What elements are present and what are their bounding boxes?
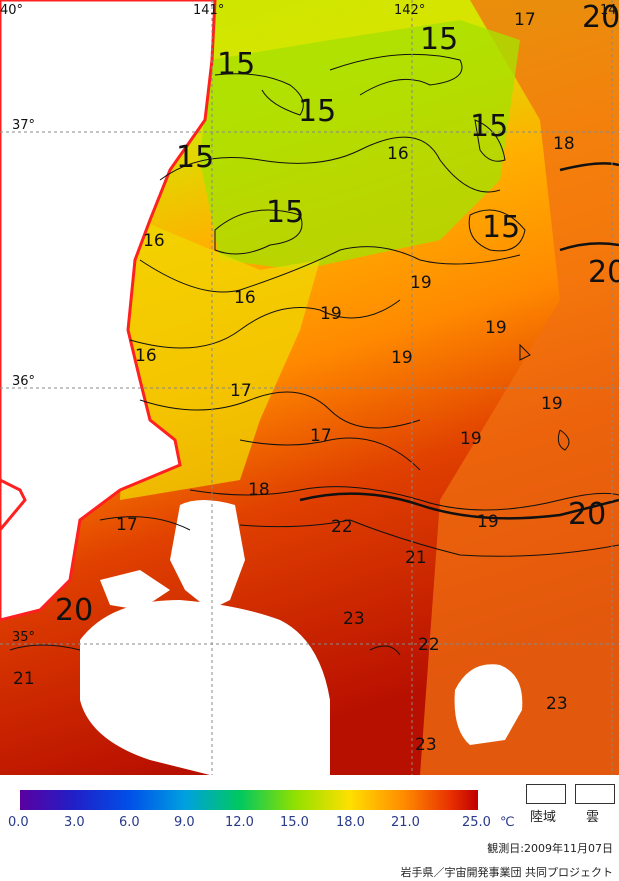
contour-label: 19 bbox=[477, 512, 499, 532]
cloud-area bbox=[80, 600, 330, 775]
colorbar-tick: 3.0 bbox=[64, 815, 85, 830]
legend-land-swatch bbox=[526, 784, 566, 804]
sst-map bbox=[0, 0, 619, 775]
contour-label: 15 bbox=[176, 140, 215, 175]
grid-label-lat: 36° bbox=[12, 374, 36, 389]
grid-label-lon: 40° bbox=[0, 3, 24, 18]
colorbar-tick: 0.0 bbox=[8, 815, 29, 830]
contour-label: 17 bbox=[514, 10, 536, 30]
cloud-area bbox=[100, 570, 170, 610]
cloud-area bbox=[170, 500, 245, 610]
contour-label: 22 bbox=[331, 517, 353, 537]
contour-label: 23 bbox=[343, 609, 365, 629]
land-boso bbox=[0, 478, 27, 533]
grid-label-lat: 35° bbox=[12, 630, 36, 645]
cloud-area bbox=[454, 664, 523, 745]
contour-label: 20 bbox=[55, 593, 94, 628]
contour-label: 17 bbox=[310, 426, 332, 446]
grid-label-lon: 14 bbox=[600, 3, 617, 18]
contour-label: 17 bbox=[230, 381, 252, 401]
colorbar-tick: 18.0 bbox=[336, 815, 365, 830]
contour-label: 21 bbox=[405, 548, 427, 568]
contour-label: 15 bbox=[217, 47, 256, 82]
contour-label: 19 bbox=[391, 348, 413, 368]
graticule bbox=[0, 0, 619, 775]
grid-label-lat: 37° bbox=[12, 118, 36, 133]
contour-label: 16 bbox=[135, 346, 157, 366]
grid-label-lon: 142° bbox=[394, 3, 426, 18]
contour-label: 18 bbox=[553, 134, 575, 154]
land-honshu bbox=[0, 0, 217, 622]
colorbar-tick: 12.0 bbox=[225, 815, 254, 830]
colorbar-unit: ℃ bbox=[500, 815, 515, 830]
grid-label-lon: 141° bbox=[193, 3, 225, 18]
legend-cloud-swatch bbox=[575, 784, 615, 804]
credit-text: 岩手県／宇宙開発事業団 共同プロジェクト bbox=[400, 866, 614, 879]
contour-label: 23 bbox=[415, 735, 437, 755]
contour-label: 15 bbox=[482, 210, 521, 245]
contour-label: 21 bbox=[13, 669, 35, 689]
colorbar-tick: 21.0 bbox=[391, 815, 420, 830]
contour-label: 17 bbox=[116, 515, 138, 535]
contour-label: 19 bbox=[541, 394, 563, 414]
contour-lines-thick bbox=[299, 162, 619, 520]
contour-label: 20 bbox=[588, 255, 619, 290]
contour-label: 15 bbox=[266, 195, 305, 230]
colorbar-tick: 25.0 bbox=[462, 815, 491, 830]
contour-label: 20 bbox=[582, 0, 619, 35]
warm-region-east bbox=[420, 0, 619, 775]
colorbar bbox=[20, 790, 478, 810]
contour-lines bbox=[9, 53, 619, 656]
contour-label: 19 bbox=[485, 318, 507, 338]
contour-label: 18 bbox=[248, 480, 270, 500]
contour-label: 15 bbox=[470, 109, 509, 144]
contour-label: 23 bbox=[546, 694, 568, 714]
colorbar-tick: 6.0 bbox=[119, 815, 140, 830]
contour-label: 19 bbox=[460, 429, 482, 449]
contour-label: 19 bbox=[320, 304, 342, 324]
contour-label: 16 bbox=[234, 288, 256, 308]
colorbar-tick: 9.0 bbox=[174, 815, 195, 830]
contour-label: 20 bbox=[568, 497, 607, 532]
observation-date: 観測日:2009年11月07日 bbox=[487, 842, 613, 855]
contour-label: 15 bbox=[298, 94, 337, 129]
contour-label: 16 bbox=[143, 231, 165, 251]
cool-region bbox=[200, 20, 520, 270]
contour-label: 19 bbox=[410, 273, 432, 293]
contour-label: 16 bbox=[387, 144, 409, 164]
legend-cloud-label: 雲 bbox=[586, 810, 600, 825]
yellow-band bbox=[120, 220, 320, 500]
legend-land-label: 陸域 bbox=[530, 810, 557, 825]
contour-label: 22 bbox=[418, 635, 440, 655]
colorbar-tick: 15.0 bbox=[280, 815, 309, 830]
contour-label: 15 bbox=[420, 22, 459, 57]
